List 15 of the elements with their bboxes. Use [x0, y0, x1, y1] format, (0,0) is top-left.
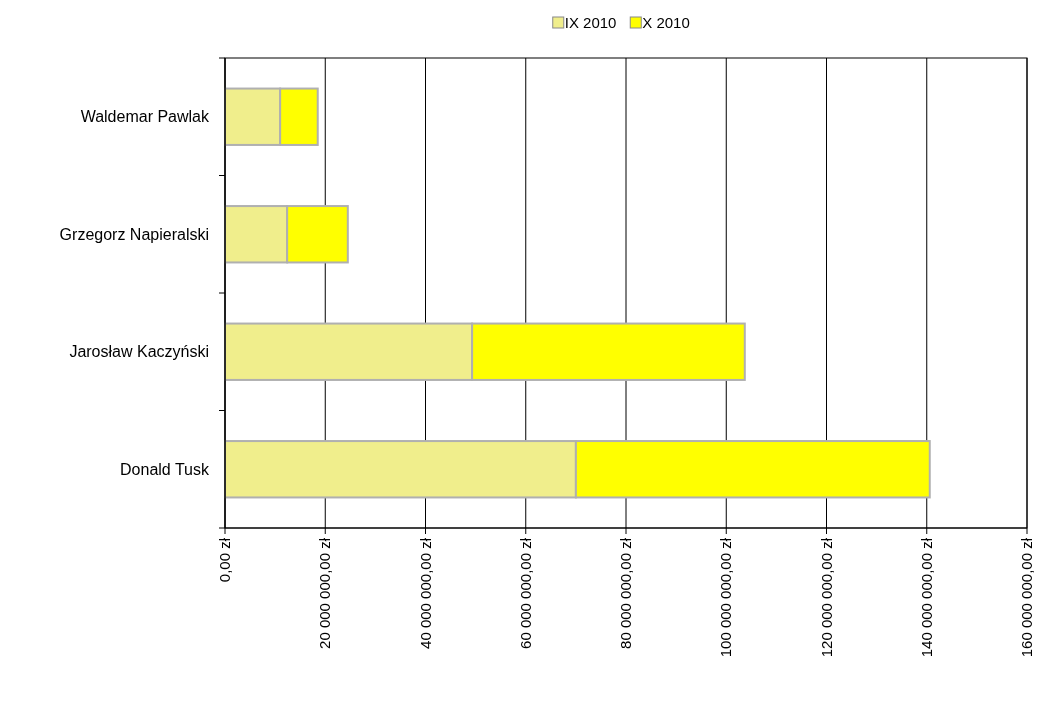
y-tick-label: Waldemar Pawlak — [80, 108, 210, 126]
x-tick-label: 0,00 zł — [216, 537, 233, 583]
x-tick-label: 20 000 000,00 zł — [316, 537, 334, 649]
x-tick-label: 140 000 000,00 zł — [917, 537, 935, 658]
x-tick-label: 60 000 000,00 zł — [516, 537, 534, 649]
x-tick-label: 40 000 000,00 zł — [416, 537, 434, 649]
x-tick-label: 80 000 000,00 zł — [617, 537, 634, 649]
x-tick-label: 160 000 000,00 zł — [1018, 537, 1035, 658]
x-tick-label: 120 000 000,00 zł — [817, 537, 835, 658]
legend-label: IX 2010 — [564, 14, 617, 31]
y-tick-label: Donald Tusk — [120, 460, 210, 478]
x-tick-label: 100 000 000,00 zł — [717, 537, 735, 658]
y-tick-label: Grzegorz Napieralski — [59, 225, 209, 243]
legend-label: X 2010 — [642, 14, 690, 31]
y-tick-label: Jarosław Kaczyński — [69, 343, 209, 361]
